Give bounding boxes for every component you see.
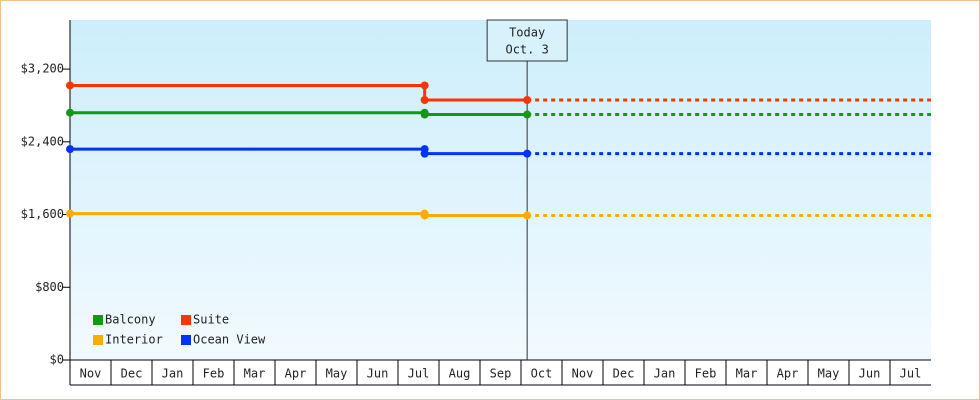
x-tick-label: Jan <box>162 367 184 381</box>
today-label: Today <box>509 26 545 40</box>
x-tick-label: Jun <box>367 367 389 381</box>
x-tick-label: Apr <box>777 367 799 381</box>
x-tick-label: Nov <box>80 367 102 381</box>
point <box>420 110 429 119</box>
x-tick-label: Dec <box>121 367 143 381</box>
point <box>523 211 532 220</box>
x-tick-label: Nov <box>572 367 594 381</box>
point <box>66 209 74 218</box>
point <box>66 145 74 154</box>
x-tick-label: Jun <box>859 367 881 381</box>
x-tick-label: May <box>326 367 348 381</box>
x-tick-label: Jan <box>654 367 676 381</box>
legend-label: Suite <box>193 313 229 327</box>
x-tick-label: Jul <box>900 367 922 381</box>
x-tick-label: Jul <box>408 367 430 381</box>
x-tick-label: Aug <box>449 367 471 381</box>
x-tick-label: Apr <box>285 367 307 381</box>
point <box>420 149 429 158</box>
legend-swatch <box>93 315 103 325</box>
point <box>523 110 532 119</box>
y-tick-label: $1,600 <box>21 207 64 221</box>
legend-swatch <box>181 315 191 325</box>
x-tick-label: Feb <box>695 367 717 381</box>
y-tick-label: $0 <box>50 353 64 367</box>
x-tick-label: Mar <box>244 367 266 381</box>
point <box>420 211 429 220</box>
plot-area <box>70 20 931 360</box>
x-tick-label: Mar <box>736 367 758 381</box>
x-tick-label: Oct <box>531 367 553 381</box>
today-box <box>486 19 568 62</box>
today-label: Oct. 3 <box>505 43 548 57</box>
y-tick-label: $800 <box>35 280 64 294</box>
x-tick-label: Dec <box>613 367 635 381</box>
point <box>420 81 429 90</box>
legend-label: Balcony <box>105 313 156 327</box>
x-tick-label: Feb <box>203 367 225 381</box>
legend-label: Interior <box>105 333 163 347</box>
x-tick-label: May <box>818 367 840 381</box>
y-tick-label: $3,200 <box>21 62 64 76</box>
legend-swatch <box>181 335 191 345</box>
x-tick-label: Sep <box>490 367 512 381</box>
y-tick-label: $2,400 <box>21 134 64 148</box>
point <box>66 108 74 117</box>
point <box>523 96 532 104</box>
legend-swatch <box>93 335 103 345</box>
point <box>420 96 429 104</box>
point <box>523 149 532 158</box>
legend-label: Ocean View <box>193 333 266 347</box>
point <box>66 81 74 90</box>
